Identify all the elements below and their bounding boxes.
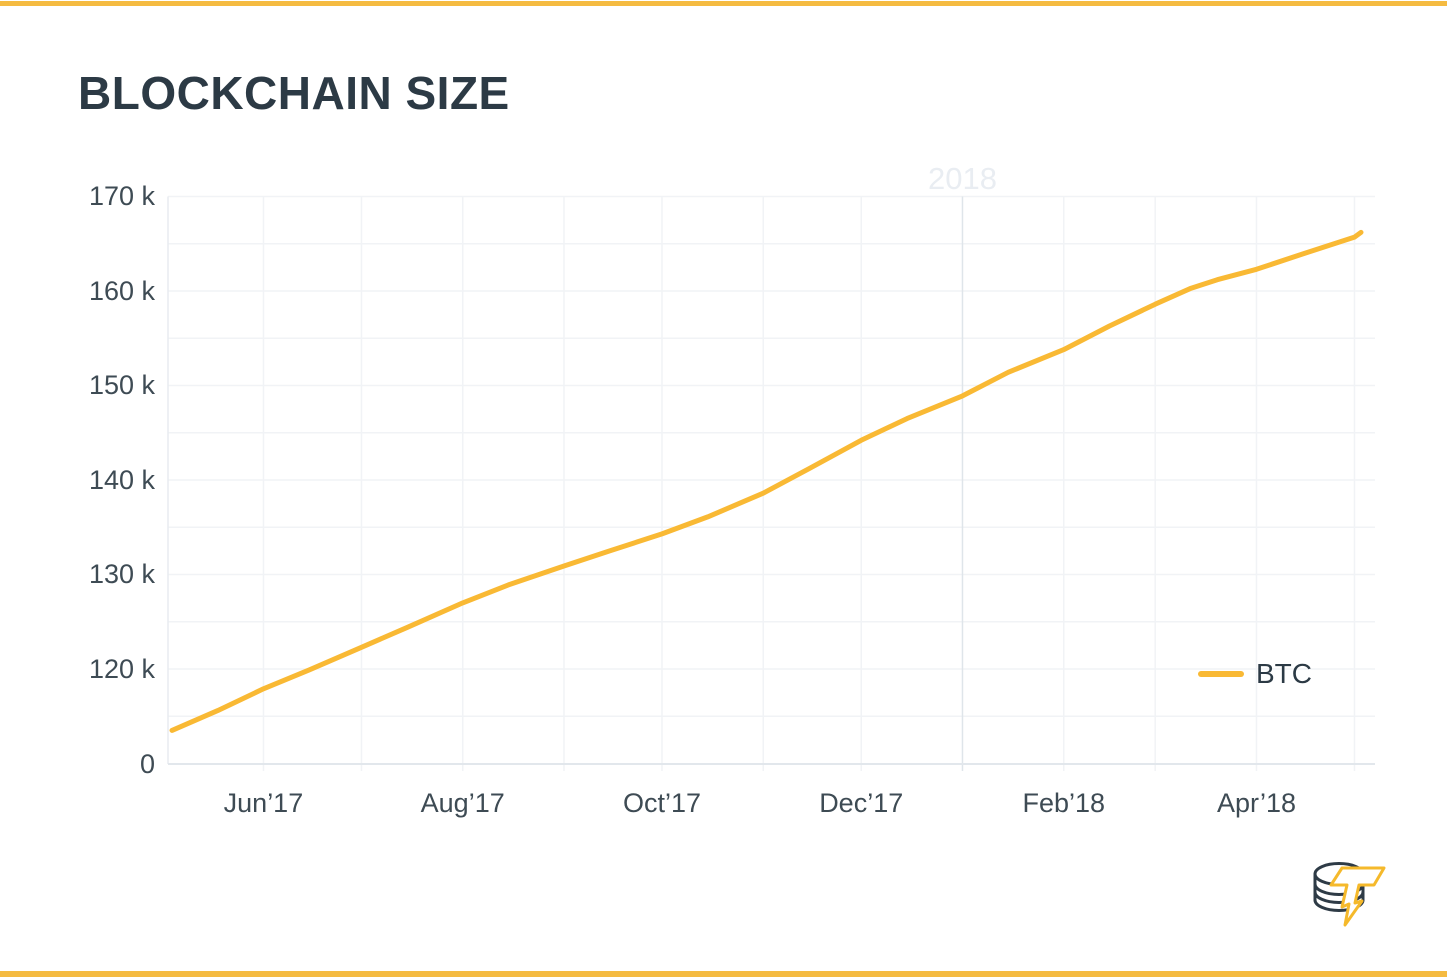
x-axis-tick-label: Oct’17 [622, 788, 701, 818]
bottom-accent-bar [0, 971, 1447, 977]
legend[interactable]: BTC [1198, 658, 1312, 690]
y-axis-tick-label: 170 k [88, 181, 155, 211]
btc-series-line [169, 229, 1364, 733]
y-axis-tick-label: 130 k [88, 559, 155, 589]
y-axis-tick-label: 150 k [88, 370, 155, 400]
y-axis-tick-label: 140 k [88, 464, 155, 495]
coin-stack-lightning-logo-icon [1313, 862, 1386, 927]
y-axis-tick-label: 160 k [88, 275, 155, 306]
x-axis-tick-label: Jun’17 [223, 788, 304, 818]
top-accent-bar [0, 1, 1447, 6]
y-axis-tick-label: 120 k [88, 653, 155, 684]
x-axis-tick-label: Aug’17 [420, 788, 505, 818]
page-title: BLOCKCHAIN SIZE [78, 67, 510, 119]
legend-line-swatch [1198, 671, 1244, 677]
legend-label-btc: BTC [1256, 658, 1312, 689]
year-label: 2018 [928, 161, 997, 196]
x-axis-tick-label: Dec’17 [819, 788, 904, 818]
x-axis-tick-label: Apr’18 [1216, 788, 1296, 818]
x-axis-tick-label: Feb’18 [1022, 788, 1106, 818]
y-axis-tick-label: 0 [139, 748, 155, 779]
